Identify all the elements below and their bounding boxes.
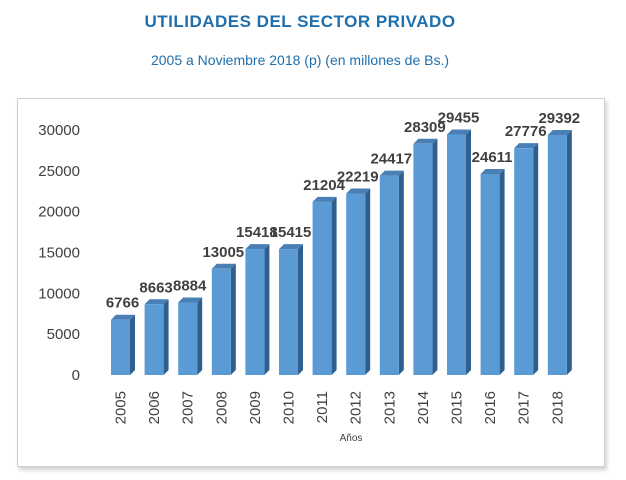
x-tick-label: 2018: [549, 391, 566, 424]
bar-side: [298, 244, 303, 375]
bar-side: [566, 129, 572, 375]
x-tick-label: 2011: [314, 391, 331, 423]
bar-2005: [111, 314, 135, 375]
bar-2008: [211, 263, 236, 375]
data-label: 21204: [303, 177, 345, 194]
bar-side: [432, 138, 438, 375]
data-label: 8884: [173, 277, 207, 294]
bar-top: [111, 314, 135, 320]
y-tick-label: 20000: [38, 204, 80, 221]
y-tick-label: 15000: [38, 245, 80, 262]
bar-front: [413, 143, 433, 375]
bar-side: [533, 143, 539, 375]
bar-side: [230, 263, 236, 375]
bar-front: [547, 134, 567, 375]
bar-top: [480, 169, 505, 175]
data-label: 15418: [236, 224, 278, 241]
x-axis-title: Años: [340, 433, 363, 444]
bar-front: [245, 249, 265, 375]
x-tick-label: 2009: [247, 391, 264, 424]
bar-top: [346, 188, 371, 194]
bar-front: [279, 249, 298, 375]
bar-front: [346, 193, 366, 375]
data-label: 22219: [337, 169, 379, 186]
bar-side: [466, 129, 471, 375]
chart-title: UTILIDADES DEL SECTOR PRIVADO: [144, 12, 456, 31]
bar-2009: [245, 244, 270, 375]
data-label: 28309: [404, 119, 446, 136]
bar-front: [111, 319, 130, 375]
bar-2007: [178, 297, 203, 375]
bar-side: [264, 244, 270, 375]
bar-front: [178, 302, 198, 375]
x-tick-label: 2005: [113, 391, 130, 424]
x-tick-label: 2010: [281, 391, 298, 424]
bar-front: [514, 148, 534, 375]
bar-top: [245, 244, 270, 250]
x-tick-label: 2017: [516, 391, 533, 424]
x-tick-label: 2014: [415, 391, 432, 424]
bar-2016: [480, 169, 505, 375]
bar-top: [279, 244, 303, 250]
bar-side: [398, 170, 404, 375]
bar-2013: [379, 170, 404, 375]
bar-top: [447, 129, 471, 135]
data-label: 24611: [472, 149, 513, 166]
data-label: 6766: [106, 295, 139, 312]
bar-top: [144, 299, 169, 305]
bar-side: [499, 169, 505, 375]
data-label: 15415: [270, 224, 312, 241]
bar-top: [211, 263, 236, 269]
bar-top: [547, 129, 572, 135]
chart-area: 0 5000 10000 15000 20000 25000 30000 6766 2005 86…: [17, 98, 605, 467]
bar-side: [331, 196, 337, 375]
data-label: 13005: [202, 244, 244, 261]
bar-side: [163, 299, 169, 375]
data-label: 24417: [370, 151, 412, 168]
bar-front: [144, 304, 164, 375]
data-label: 27776: [505, 123, 547, 140]
x-tick-label: 2006: [146, 391, 163, 424]
x-tick-label: 2016: [482, 391, 499, 424]
data-label: 8663: [139, 279, 172, 296]
y-tick-label: 10000: [38, 285, 80, 302]
y-tick-label: 0: [72, 367, 80, 384]
bar-side: [365, 188, 371, 375]
bar-2010: [279, 244, 303, 375]
data-label: 29455: [438, 109, 480, 126]
bar-side: [130, 314, 135, 375]
bar-2015: [447, 129, 471, 375]
bar-2006: [144, 299, 169, 375]
bar-top: [312, 196, 337, 202]
bar-top: [413, 138, 438, 144]
bar-side: [197, 297, 203, 375]
y-tick-label: 25000: [38, 163, 80, 180]
y-tick-label: 5000: [47, 326, 80, 343]
bar-front: [379, 175, 399, 375]
bar-2017: [514, 143, 539, 375]
bar-2012: [346, 188, 371, 375]
x-tick-label: 2015: [449, 391, 466, 424]
bar-2011: [312, 196, 337, 375]
bar-2014: [413, 138, 438, 375]
bar-chart: 0 5000 10000 15000 20000 25000 30000 6766 2005 86…: [38, 109, 580, 444]
x-tick-label: 2008: [213, 391, 230, 424]
x-tick-label: 2013: [381, 391, 398, 424]
data-label: 29392: [538, 110, 580, 127]
bar-front: [480, 174, 500, 375]
bar-front: [312, 201, 332, 375]
bar-front: [211, 268, 231, 375]
bar-top: [514, 143, 539, 149]
x-tick-label: 2012: [348, 391, 365, 424]
x-tick-label: 2007: [180, 391, 197, 424]
chart-subtitle: 2005 a Noviembre 2018 (p) (en millones d…: [150, 52, 450, 68]
y-tick-label: 30000: [38, 122, 80, 139]
bar-2018: [547, 129, 572, 375]
bar-top: [379, 170, 404, 176]
bar-top: [178, 297, 203, 303]
bar-front: [447, 134, 466, 375]
